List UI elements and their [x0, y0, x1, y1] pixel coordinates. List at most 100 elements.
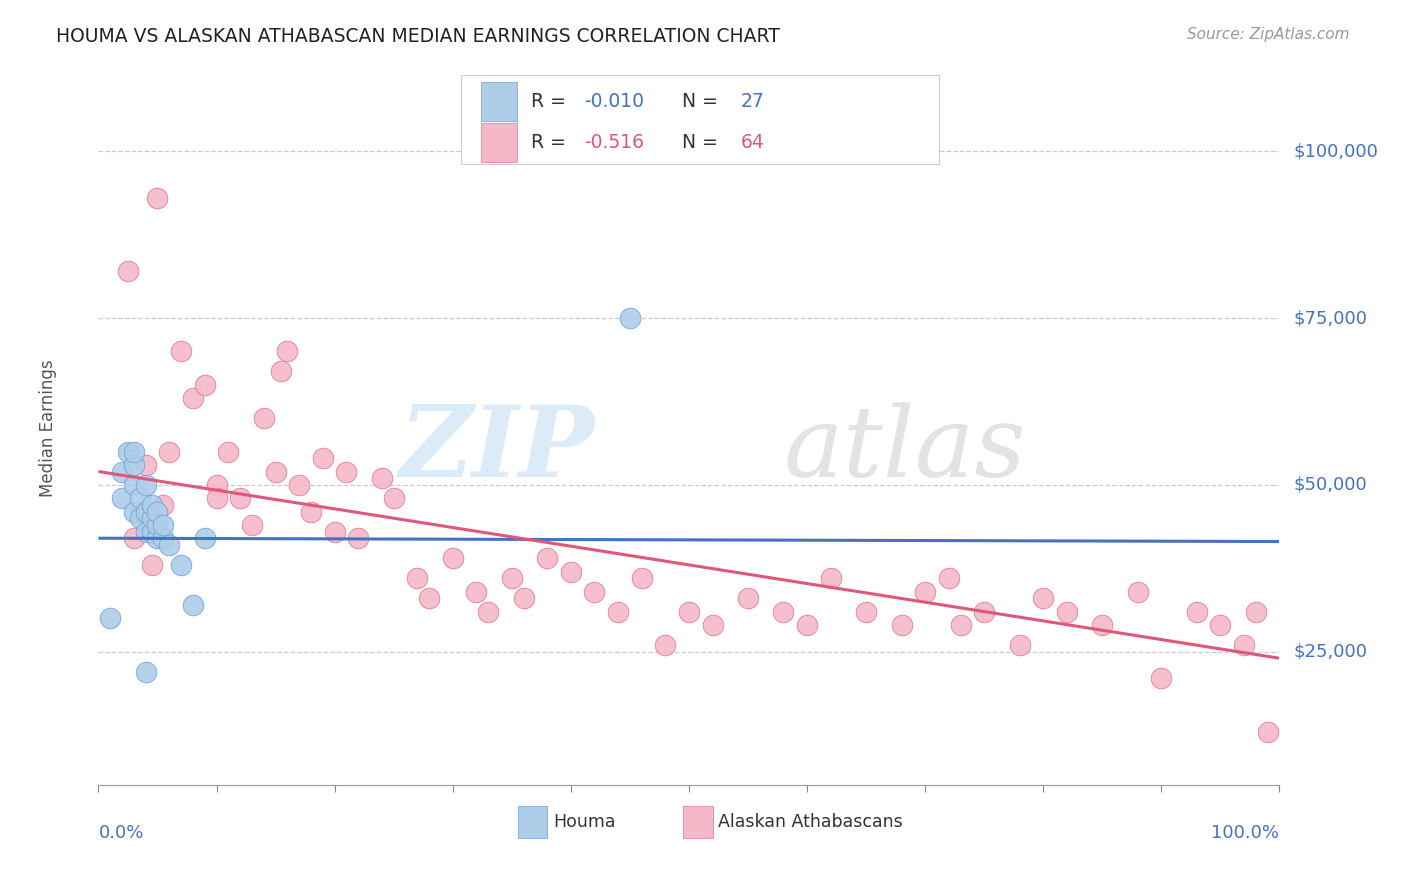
Point [111, 465, 134, 479]
Point [194, 531, 217, 545]
Point [654, 638, 676, 652]
Point [135, 524, 157, 539]
Point [772, 605, 794, 619]
Point [501, 571, 523, 585]
Text: 0.0%: 0.0% [98, 824, 143, 842]
Point [536, 551, 558, 566]
Text: 100.0%: 100.0% [1212, 824, 1279, 842]
Point [141, 511, 163, 525]
Text: atlas: atlas [783, 402, 1026, 497]
FancyBboxPatch shape [481, 82, 516, 121]
Point [335, 465, 357, 479]
FancyBboxPatch shape [517, 806, 547, 838]
Point [323, 524, 346, 539]
Point [1150, 671, 1173, 685]
Point [217, 444, 239, 458]
Text: -0.010: -0.010 [583, 92, 644, 111]
Point [141, 558, 163, 572]
Point [122, 444, 145, 458]
FancyBboxPatch shape [461, 75, 939, 164]
Point [170, 558, 193, 572]
Point [1185, 605, 1208, 619]
Text: -0.516: -0.516 [583, 133, 644, 152]
Point [288, 478, 311, 492]
Point [1126, 584, 1149, 599]
Point [152, 517, 174, 532]
Point [630, 571, 652, 585]
Text: R =: R = [530, 133, 572, 152]
Point [276, 344, 298, 359]
Point [157, 444, 180, 458]
Point [1056, 605, 1078, 619]
Text: Source: ZipAtlas.com: Source: ZipAtlas.com [1187, 27, 1350, 42]
FancyBboxPatch shape [683, 806, 713, 838]
Point [418, 591, 440, 606]
Point [122, 531, 145, 545]
Point [371, 471, 394, 485]
Point [1209, 618, 1232, 632]
Point [135, 478, 157, 492]
Text: $100,000: $100,000 [1294, 143, 1378, 161]
Text: 27: 27 [741, 92, 765, 111]
Point [135, 458, 157, 472]
Text: N =: N = [671, 92, 724, 111]
Point [111, 491, 134, 506]
Point [194, 377, 217, 392]
Point [347, 531, 370, 545]
Point [135, 665, 157, 679]
Point [135, 504, 157, 518]
Point [619, 311, 641, 326]
Text: $25,000: $25,000 [1294, 642, 1368, 661]
Point [181, 598, 204, 612]
Point [146, 504, 169, 518]
Text: HOUMA VS ALASKAN ATHABASCAN MEDIAN EARNINGS CORRELATION CHART: HOUMA VS ALASKAN ATHABASCAN MEDIAN EARNI… [56, 27, 780, 45]
Point [1257, 724, 1279, 739]
Point [117, 444, 139, 458]
Point [128, 491, 150, 506]
Point [141, 498, 163, 512]
Point [1244, 605, 1267, 619]
Point [1233, 638, 1256, 652]
Point [152, 498, 174, 512]
Point [141, 524, 163, 539]
Point [146, 517, 169, 532]
Point [1008, 638, 1031, 652]
Point [441, 551, 464, 566]
Point [477, 605, 499, 619]
Point [122, 458, 145, 472]
Text: R =: R = [530, 92, 572, 111]
FancyBboxPatch shape [481, 123, 516, 162]
Point [270, 364, 292, 378]
Point [240, 517, 263, 532]
Point [560, 565, 582, 579]
Point [146, 531, 169, 545]
Text: N =: N = [671, 133, 724, 152]
Point [512, 591, 534, 606]
Point [253, 411, 276, 425]
Point [1091, 618, 1114, 632]
Text: 64: 64 [741, 133, 765, 152]
Point [855, 605, 877, 619]
Point [264, 465, 287, 479]
Point [890, 618, 912, 632]
Point [938, 571, 960, 585]
Text: Houma: Houma [553, 814, 616, 831]
Point [299, 504, 322, 518]
Point [914, 584, 936, 599]
Point [973, 605, 995, 619]
Point [205, 478, 228, 492]
Point [128, 504, 150, 518]
Point [465, 584, 488, 599]
Point [117, 264, 139, 278]
Point [122, 504, 145, 518]
Point [229, 491, 252, 506]
Text: $50,000: $50,000 [1294, 475, 1368, 494]
Point [737, 591, 759, 606]
Point [181, 391, 204, 405]
Point [607, 605, 630, 619]
Point [152, 531, 174, 545]
Point [170, 344, 193, 359]
Point [949, 618, 972, 632]
Point [820, 571, 842, 585]
Point [583, 584, 606, 599]
